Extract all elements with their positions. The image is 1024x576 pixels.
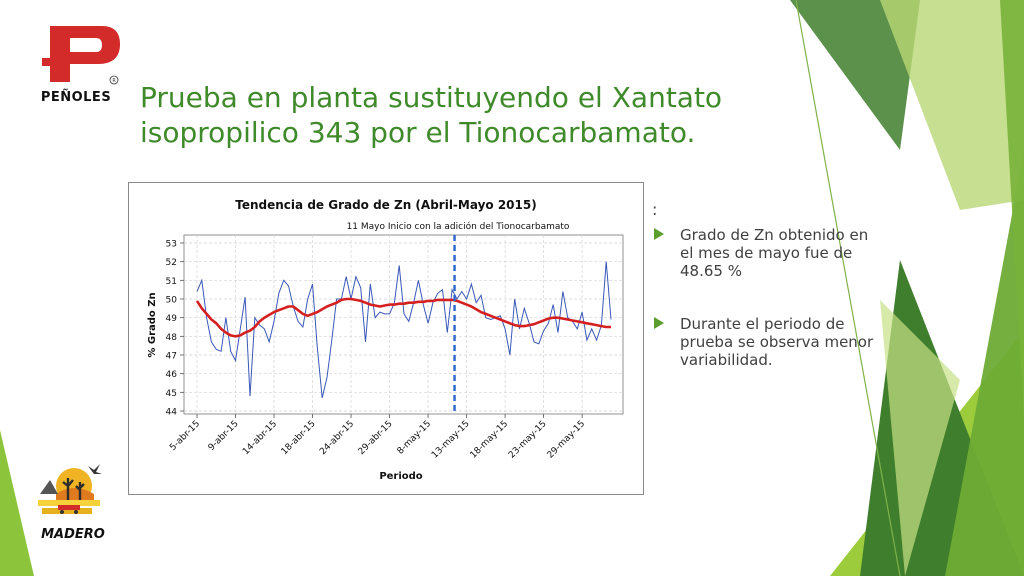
x-tick-label: 18-may-15 xyxy=(469,419,511,461)
y-tick-label: 53 xyxy=(166,240,177,250)
series-group xyxy=(195,235,612,414)
x-tick-label: 18-abr-15 xyxy=(280,419,318,457)
y-tick-label: 48 xyxy=(166,333,178,343)
bullet-item: Durante el periodo de prueba se observa … xyxy=(652,315,882,369)
green-shard-line xyxy=(795,0,901,576)
x-axis-label: Periodo xyxy=(379,471,422,482)
green-shard-mid xyxy=(945,150,1024,576)
x-tick-label: 14-abr-15 xyxy=(241,419,279,457)
x-tick-label: 29-may-15 xyxy=(546,419,588,461)
x-axis: 5-abr-15 9-abr-15 14-abr-15 18-abr-15 24-abr… xyxy=(168,414,587,461)
green-shard-right-edge xyxy=(1000,0,1024,420)
penoles-logo-icon: R xyxy=(42,26,120,85)
green-shard-top-light xyxy=(880,0,1024,210)
x-tick-label: 9-abr-15 xyxy=(207,419,241,453)
x-tick-label: 13-may-15 xyxy=(430,419,472,461)
x-tick-label: 29-abr-15 xyxy=(357,419,395,457)
chart-title: Tendencia de Grado de Zn (Abril-Mayo 201… xyxy=(235,198,536,212)
bullet-item: Grado de Zn obtenido en el mes de mayo f… xyxy=(652,226,882,280)
y-tick-label: 51 xyxy=(166,277,177,287)
y-tick-label: 46 xyxy=(166,370,178,380)
madero-logo-icon xyxy=(38,464,102,514)
x-tick-label: 8-may-15 xyxy=(396,419,434,457)
y-axis: 44 45 46 47 48 49 50 51 52 53 xyxy=(166,240,184,418)
y-tick-label: 49 xyxy=(166,314,178,324)
y-axis-label: % Grado Zn xyxy=(147,292,158,357)
bullet-text: Grado de Zn obtenido en el mes de mayo f… xyxy=(680,226,869,280)
slide-title: Prueba en planta sustituyendo el Xantato… xyxy=(140,81,723,149)
svg-text:R: R xyxy=(112,78,116,84)
x-tick-label: 24-abr-15 xyxy=(318,419,356,457)
logo-bottom-text: MADERO xyxy=(41,527,105,542)
y-tick-label: 44 xyxy=(166,408,178,418)
y-tick-label: 50 xyxy=(166,296,178,306)
series-trend-line xyxy=(195,297,611,338)
zn-grade-chart: Tendencia de Grado de Zn (Abril-Mayo 201… xyxy=(128,182,644,495)
green-shard-bottom-left xyxy=(0,430,34,576)
bullet-list: : Grado de Zn obtenido en el mes de mayo… xyxy=(652,200,882,404)
y-tick-label: 47 xyxy=(166,352,177,362)
y-tick-label: 52 xyxy=(166,258,177,268)
chart-annotation: 11 Mayo Inicio con la adición del Tionoc… xyxy=(347,221,570,232)
right-triangle-arrow-icon xyxy=(654,317,664,329)
chart-svg: Tendencia de Grado de Zn (Abril-Mayo 201… xyxy=(147,198,624,482)
colon-text: : xyxy=(652,200,658,219)
series-raw-line xyxy=(196,261,612,399)
y-tick-label: 45 xyxy=(166,389,177,399)
bullet-text: Durante el periodo de prueba se observa … xyxy=(680,315,874,369)
logo-top-text: PEÑOLES xyxy=(40,90,112,105)
green-shard-thin xyxy=(880,300,960,576)
right-triangle-arrow-icon xyxy=(654,228,664,240)
x-tick-label: 5-abr-15 xyxy=(168,419,202,453)
green-shard-top-dark xyxy=(790,0,920,150)
x-tick-label: 23-may-15 xyxy=(507,419,549,461)
